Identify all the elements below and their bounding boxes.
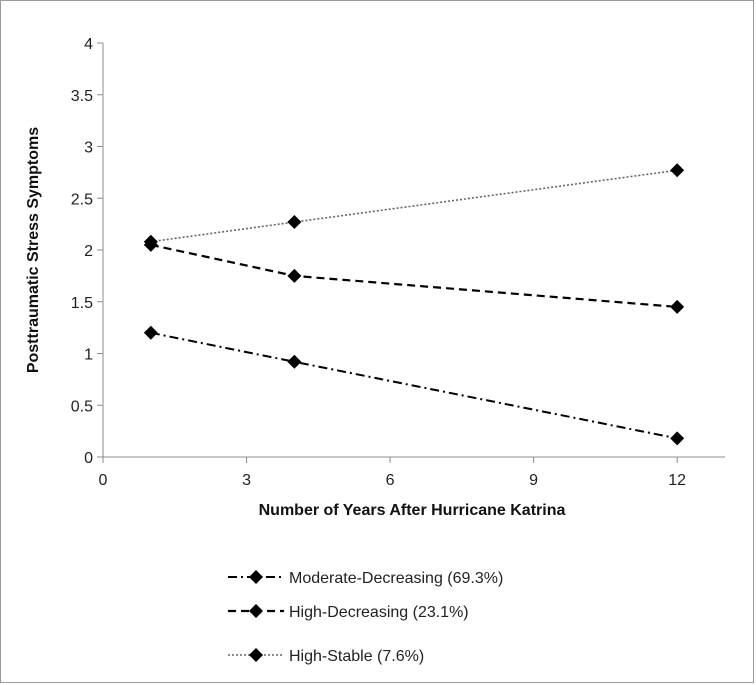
tick-labels: 0 0.5 1 1.5 2 2.5 3 3.5 4 0 3 6 9 12 [71, 36, 686, 489]
x-tick-label: 0 [99, 472, 108, 489]
x-tick-label: 3 [242, 472, 251, 489]
series-markers [143, 163, 685, 446]
legend-marker [249, 648, 263, 662]
legend-label: Moderate-Decreasing (69.3%) [289, 570, 503, 587]
y-tick-label: 3.5 [71, 88, 93, 105]
y-tick-label: 3 [84, 140, 93, 157]
y-tick-label: 1.5 [71, 295, 93, 312]
series-lines [150, 169, 678, 440]
legend-marker [249, 604, 263, 618]
legend: Moderate-Decreasing (69.3%) High-Decreasi… [228, 570, 503, 665]
data-point [287, 354, 302, 369]
axes [97, 42, 725, 463]
x-tick-label: 12 [668, 472, 686, 489]
series-line-0 [150, 331, 678, 440]
data-point [287, 215, 302, 230]
y-tick-label: 0.5 [71, 398, 93, 415]
x-tick-label: 6 [386, 472, 395, 489]
series-line-2 [150, 169, 678, 243]
y-tick-label: 1 [84, 347, 93, 364]
data-point [670, 431, 685, 446]
series-line-1 [150, 243, 678, 309]
x-axis-title: Number of Years After Hurricane Katrina [259, 502, 566, 519]
data-point [670, 163, 685, 178]
y-tick-label: 0 [84, 450, 93, 467]
data-point [143, 325, 158, 340]
y-axis-title: Posttraumatic Stress Symptoms [25, 127, 42, 373]
legend-label: High-Decreasing (23.1%) [289, 604, 469, 621]
x-tick-label: 9 [529, 472, 538, 489]
legend-label: High-Stable (7.6%) [289, 648, 424, 665]
legend-marker [249, 570, 263, 584]
y-tick-label: 2.5 [71, 191, 93, 208]
y-tick-label: 2 [84, 243, 93, 260]
data-point [670, 299, 685, 314]
data-point [287, 268, 302, 283]
y-tick-label: 4 [84, 36, 93, 53]
data-point [143, 234, 158, 249]
